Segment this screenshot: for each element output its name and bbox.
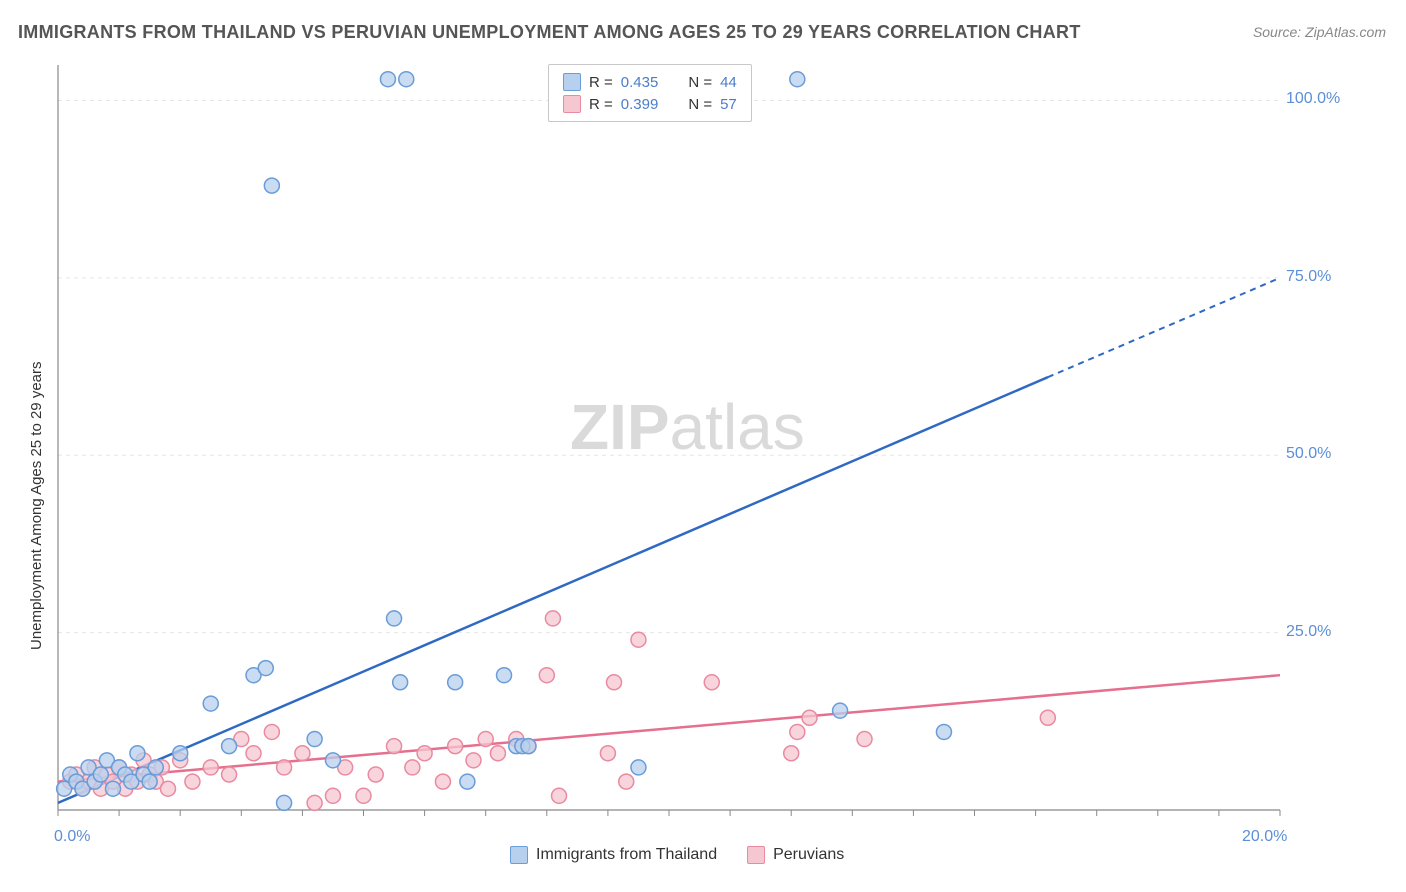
correlation-legend: R = 0.435 N = 44 R = 0.399 N = 57 [548, 64, 752, 122]
y-tick-label: 25.0% [1286, 623, 1331, 641]
swatch-series1 [563, 73, 581, 91]
y-axis-label: Unemployment Among Ages 25 to 29 years [28, 361, 45, 650]
r-value-series2: 0.399 [621, 96, 659, 113]
r-value-series1: 0.435 [621, 74, 659, 91]
x-tick-label: 20.0% [1242, 828, 1287, 846]
legend-row-series2: R = 0.399 N = 57 [563, 93, 737, 115]
chart-container: IMMIGRANTS FROM THAILAND VS PERUVIAN UNE… [0, 0, 1406, 892]
y-tick-label: 100.0% [1286, 90, 1340, 108]
swatch-series2 [563, 95, 581, 113]
n-value-series1: 44 [720, 74, 737, 91]
swatch-series1-bottom [510, 846, 528, 864]
legend-item-series2: Peruvians [747, 846, 844, 864]
legend-item-series1: Immigrants from Thailand [510, 846, 717, 864]
swatch-series2-bottom [747, 846, 765, 864]
series-legend: Immigrants from Thailand Peruvians [510, 846, 844, 864]
chart-title: IMMIGRANTS FROM THAILAND VS PERUVIAN UNE… [18, 22, 1081, 43]
legend-row-series1: R = 0.435 N = 44 [563, 71, 737, 93]
r-label: R = [589, 74, 613, 91]
n-label: N = [688, 96, 712, 113]
scatter-plot [50, 60, 1340, 830]
n-value-series2: 57 [720, 96, 737, 113]
y-tick-label: 50.0% [1286, 445, 1331, 463]
source-attribution: Source: ZipAtlas.com [1253, 24, 1386, 40]
legend-label-series2: Peruvians [773, 846, 844, 864]
y-tick-label: 75.0% [1286, 268, 1331, 286]
legend-label-series1: Immigrants from Thailand [536, 846, 717, 864]
r-label: R = [589, 96, 613, 113]
x-tick-label: 0.0% [54, 828, 90, 846]
n-label: N = [688, 74, 712, 91]
